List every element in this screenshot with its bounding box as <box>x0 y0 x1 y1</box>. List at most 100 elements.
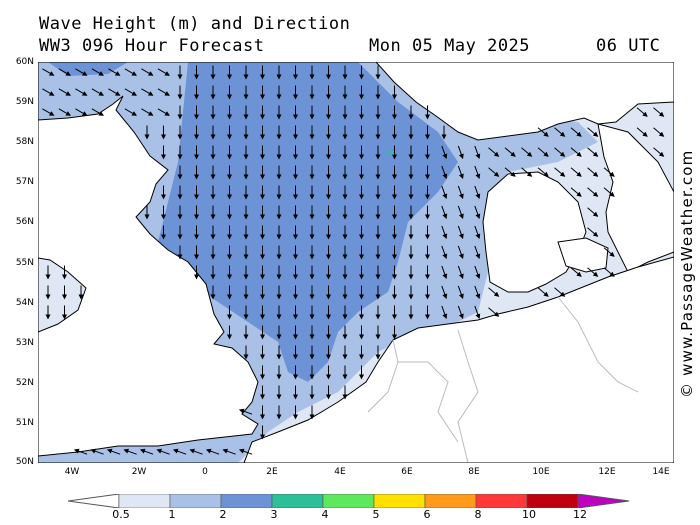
wave-arrow <box>91 108 104 116</box>
legend-label: 4 <box>321 508 329 521</box>
wave-arrow <box>441 145 448 160</box>
wave-arrow <box>58 68 71 76</box>
wave-arrow <box>457 225 464 240</box>
lon-label: 2E <box>266 467 278 477</box>
wave-arrow <box>474 185 481 200</box>
wave-arrow <box>106 448 121 455</box>
wave-arrow <box>457 165 464 180</box>
wave-arrow <box>58 108 71 116</box>
lon-label: 0 <box>202 467 208 477</box>
legend-label: 12 <box>573 508 587 521</box>
legend-label: 8 <box>474 508 482 521</box>
wave-arrow <box>570 127 582 137</box>
wave-arrow <box>521 147 533 157</box>
land-norway <box>375 62 674 141</box>
wave-arrow <box>457 305 464 320</box>
lon-label: 4E <box>334 467 346 477</box>
wave-arrow <box>474 145 481 160</box>
wave-arrow <box>42 68 55 76</box>
wave-arrow <box>457 285 464 300</box>
legend-label: 6 <box>423 508 431 521</box>
wave-arrow <box>554 147 566 157</box>
wave-arrow <box>108 88 121 96</box>
wave-arrow <box>570 167 582 177</box>
legend-swatch <box>220 494 273 508</box>
lat-label: 52N <box>15 378 34 388</box>
wave-arrow <box>441 265 448 280</box>
wave-arrow <box>504 147 516 157</box>
lat-label: 55N <box>15 258 34 268</box>
legend-label: 10 <box>522 508 536 521</box>
land-great-britain <box>38 95 259 457</box>
legend-swatch <box>118 494 171 508</box>
wave-arrow <box>603 167 615 177</box>
wave-arrow <box>73 448 88 455</box>
lat-label: 59N <box>15 97 34 107</box>
wave-arrow <box>42 108 55 116</box>
wave-arrow <box>141 108 154 116</box>
wave-arrow <box>537 167 549 177</box>
wave-direction-arrows <box>42 65 665 455</box>
legend-high-tip <box>577 494 630 508</box>
wave-arrow <box>139 448 154 455</box>
legend-swatch <box>526 494 579 508</box>
wave-arrow <box>570 187 582 197</box>
wave-arrow <box>537 127 549 137</box>
wave-arrow <box>441 205 448 220</box>
wave-height-map <box>38 62 674 463</box>
wave-arrow <box>474 205 481 220</box>
wave-arrow <box>157 108 170 116</box>
wave-arrow <box>474 265 481 280</box>
wave-arrow <box>457 145 464 160</box>
wave-arrow <box>91 88 104 96</box>
wave-arrow <box>91 68 104 76</box>
wave-arrow <box>123 448 137 455</box>
wave-arrow <box>554 167 566 177</box>
wave-arrow <box>587 227 599 237</box>
wave-arrow <box>488 307 500 317</box>
lat-label: 50N <box>15 457 34 467</box>
wave-arrow <box>474 245 481 260</box>
wave-arrow <box>457 205 464 220</box>
lat-label: 56N <box>15 217 34 227</box>
lat-label: 54N <box>15 298 34 308</box>
lat-label: 51N <box>15 418 34 428</box>
legend-swatch <box>271 494 324 508</box>
wave-arrow <box>457 245 464 260</box>
wave-arrow <box>587 167 599 177</box>
wave-arrow <box>488 147 500 157</box>
wave-arrow <box>441 225 448 240</box>
wave-arrow <box>474 285 481 300</box>
wave-arrow <box>653 107 665 117</box>
lat-label: 60N <box>15 57 34 67</box>
lon-label: 6E <box>401 467 413 477</box>
lat-label: 57N <box>15 177 34 187</box>
wave-arrow <box>441 185 448 200</box>
wave-arrow <box>75 68 88 76</box>
wave-arrow <box>537 287 549 297</box>
legend-label: 1 <box>168 508 176 521</box>
wave-arrow <box>587 267 599 277</box>
wave-arrow <box>603 247 615 257</box>
wave-arrow <box>75 88 88 96</box>
wave-arrow <box>603 187 615 197</box>
wave-arrow <box>653 147 665 157</box>
wave-arrow <box>238 408 253 415</box>
wave-arrow <box>205 448 220 455</box>
lon-label: 4W <box>64 467 80 477</box>
wave-arrow <box>603 267 615 277</box>
wave-arrow <box>157 68 170 76</box>
wave-arrow <box>587 187 599 197</box>
wave-arrow <box>587 127 599 137</box>
wave-arrow <box>570 147 582 157</box>
legend-swatch <box>424 494 477 508</box>
legend-swatch <box>373 494 426 508</box>
wave-arrow <box>554 127 566 137</box>
wave-arrow <box>488 287 500 297</box>
wave-arrow <box>488 167 500 177</box>
wave-arrow <box>554 287 566 297</box>
sea-band-2-3m <box>158 62 458 382</box>
wave-arrow <box>124 108 137 116</box>
sea-highlight <box>385 151 395 155</box>
wave-arrow <box>124 68 137 76</box>
